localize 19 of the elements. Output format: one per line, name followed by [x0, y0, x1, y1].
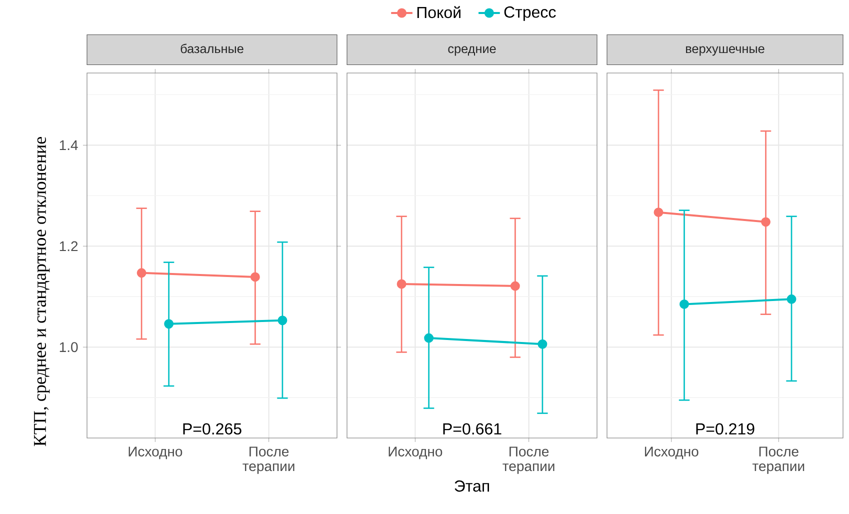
y-tick-label: 1.4 — [60, 140, 78, 150]
chart-title: средние — [448, 46, 496, 56]
x-tick-label: Исходно — [128, 446, 182, 460]
y-tick-label: 1.0 — [60, 342, 78, 352]
x-tick-label: После терапии — [502, 446, 554, 474]
legend-label: Покой — [417, 6, 460, 18]
x-tick-label: После терапии — [242, 446, 294, 474]
x-tick-label: После терапии — [752, 446, 804, 474]
annotation: P=0.219 — [696, 423, 754, 435]
y-tick-label: 1.2 — [60, 241, 78, 252]
chart-title: верхушечные — [686, 46, 764, 56]
legend-label: Стресс — [504, 6, 556, 21]
x-tick-label: Исходно — [644, 446, 698, 460]
chart-title: базальные — [180, 44, 244, 54]
annotation: P=0.265 — [183, 423, 242, 435]
annotation: P=0.661 — [443, 423, 502, 435]
x-tick-label: Исходно — [388, 446, 442, 460]
x-axis-title: Этап — [454, 480, 489, 492]
y-axis-title: КТП, среднее и стандартное отклонение — [34, 137, 50, 446]
